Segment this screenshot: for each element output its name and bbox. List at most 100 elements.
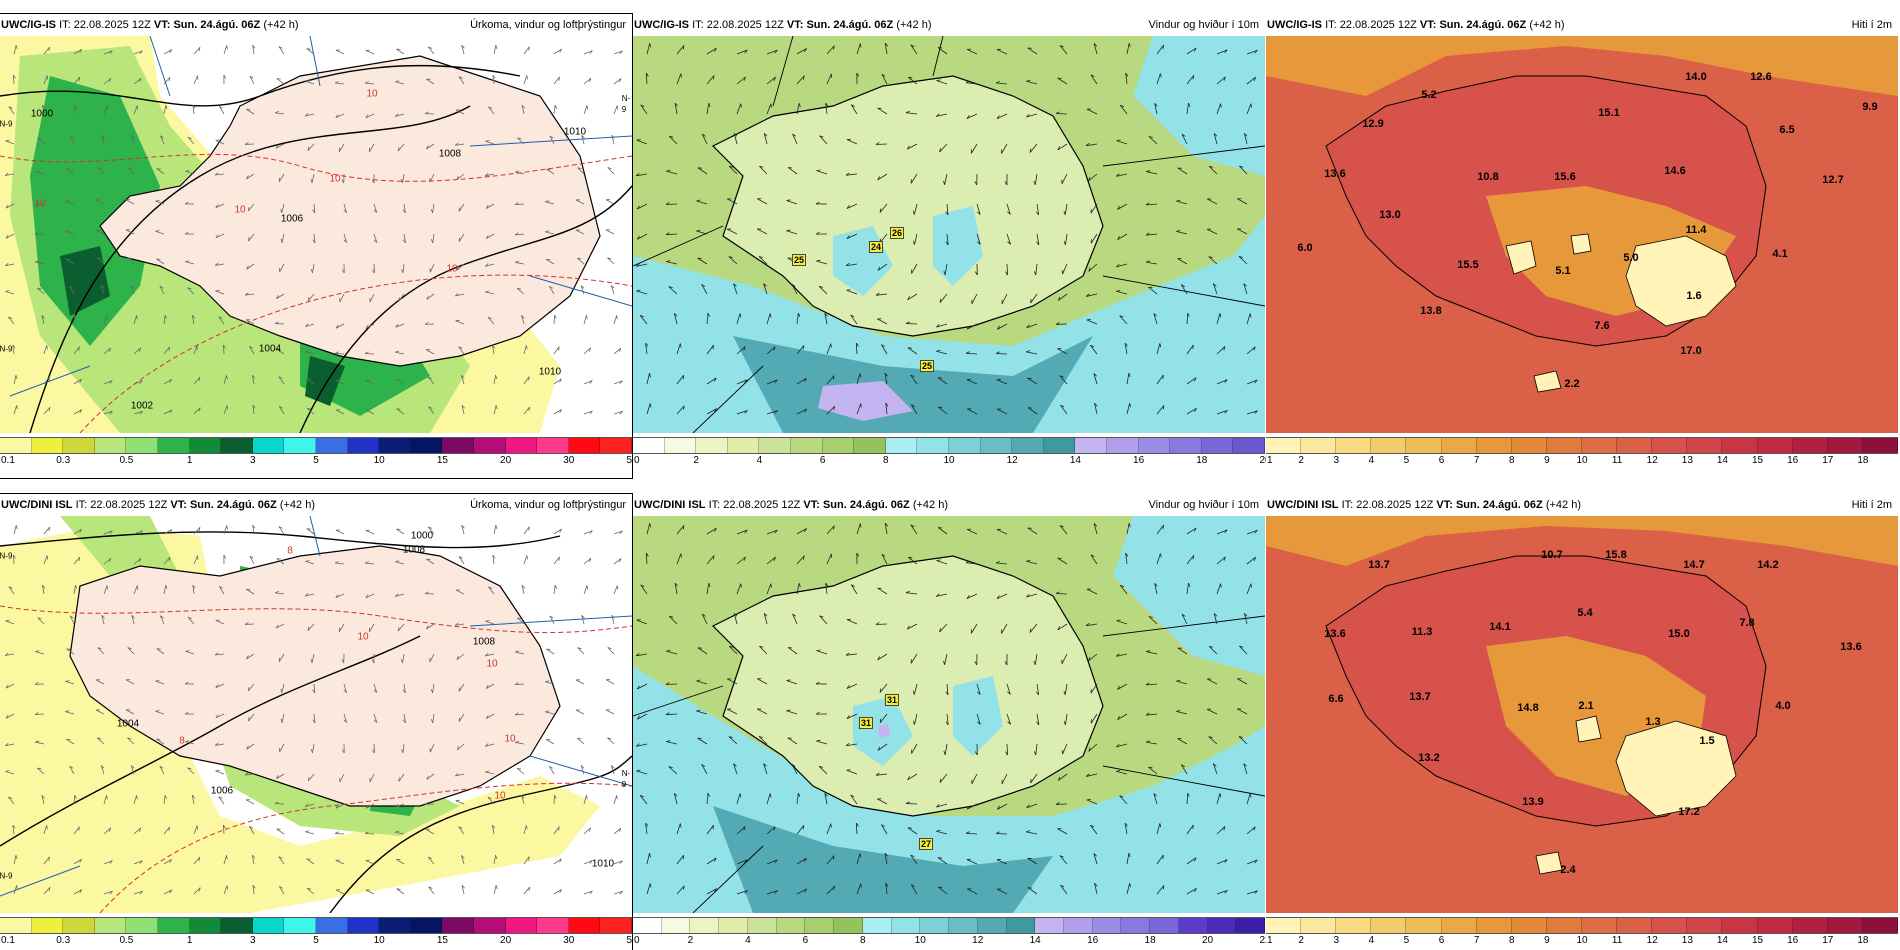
wind-barb [163, 795, 166, 805]
temp-map[interactable] [1266, 36, 1898, 433]
wind-barb [43, 75, 48, 85]
wind-arrow [1216, 103, 1222, 115]
wind-barb-tick [191, 314, 196, 319]
wind-arrow [910, 44, 918, 55]
wind-barb [307, 143, 315, 151]
temp-map[interactable] [1266, 516, 1898, 913]
colorbar-tick-label: 1 [186, 455, 193, 466]
wind-map[interactable] [633, 516, 1265, 913]
wind-barb-tick [79, 49, 82, 53]
wind-barb-tick [517, 137, 522, 140]
wind-arrow [1206, 708, 1218, 715]
wind-arrow [1212, 283, 1218, 295]
wind-barb [545, 711, 555, 715]
wind-barb [73, 378, 82, 385]
wind-arrow [763, 283, 768, 295]
wind-arrow [636, 173, 648, 177]
precip-map[interactable] [0, 36, 632, 433]
precip-map[interactable] [0, 516, 632, 913]
wind-barb [43, 856, 50, 865]
wind-barb [215, 139, 225, 145]
wind-barb-tick [492, 554, 496, 559]
wind-arrow-head [744, 890, 748, 894]
wind-barb-tick [139, 50, 143, 55]
wind-arrow-head [943, 750, 946, 755]
wind-barb-tick [426, 295, 429, 300]
wind-arrow [733, 133, 738, 145]
wind-barb [402, 173, 405, 183]
wind-arrow [1246, 859, 1258, 865]
wind-arrow [763, 133, 768, 145]
pressure-label: 1008 [472, 636, 496, 648]
wind-barb-tick [13, 554, 16, 559]
wind-arrow-head [1148, 136, 1153, 138]
wind-barb-tick [191, 794, 196, 799]
wind-arrow [1156, 854, 1164, 865]
wind-barb [426, 293, 435, 300]
wind-barb-tick [521, 795, 525, 799]
wind-arrow-head [645, 822, 649, 827]
wind-arrow [1148, 766, 1158, 775]
wind-arrow-head [759, 165, 764, 168]
wind-arrow-head [743, 76, 746, 81]
pressure-label: 1000 [30, 108, 54, 120]
wind-arrow-head [788, 647, 793, 649]
wind-arrow-head [884, 372, 888, 377]
wind-barb [187, 137, 195, 145]
wind-arrow-head [683, 885, 685, 890]
wind-arrow-head [881, 553, 886, 557]
colorbar-tick-label: 18 [1857, 935, 1869, 946]
temp-label: 5.1 [1555, 265, 1571, 277]
wind-arrow [846, 713, 858, 720]
wind-arrow-head [797, 312, 801, 317]
wind-arrow-head [816, 169, 821, 171]
wind-arrow [1186, 377, 1197, 385]
wind-arrow-head [712, 555, 715, 560]
wind-barb [395, 113, 405, 117]
wind-arrow-head [791, 763, 796, 767]
wind-barb [275, 623, 285, 629]
wind-barb [516, 768, 525, 775]
wind-barb-tick [485, 235, 489, 239]
wind-barb-tick [78, 77, 81, 82]
wind-barb-tick [280, 208, 283, 213]
wind-barb-tick [428, 886, 433, 889]
wind-barb [458, 203, 465, 212]
wind-arrow-head [1187, 312, 1190, 317]
wind-barb-tick [373, 689, 378, 693]
wind-arrow [997, 323, 1008, 330]
wind-arrow-head [1125, 552, 1129, 557]
side-label: N-9 [0, 551, 13, 561]
wind-barb [69, 765, 75, 775]
wind-barb [69, 135, 75, 145]
wind-barb [8, 316, 15, 325]
wind-arrow [1090, 554, 1098, 565]
wind-arrow-head [938, 886, 943, 889]
wind-arrow-head [743, 826, 746, 831]
wind-arrow-head [884, 522, 889, 527]
wind-arrow [786, 680, 798, 685]
wind-barb-tick [184, 681, 189, 685]
wind-barb-tick [343, 719, 347, 723]
wind-barb-tick [185, 740, 190, 743]
wind-arrow-head [851, 584, 855, 587]
colorbar-swatch [1075, 438, 1107, 453]
wind-barb-tick [214, 652, 219, 656]
colorbar-tick-label: 50 [626, 455, 638, 466]
wind-arrow-head [1148, 616, 1153, 618]
wind-barb-tick [312, 689, 316, 694]
wind-arrow-head [1176, 709, 1181, 712]
wind-arrow [1030, 773, 1038, 784]
wind-arrow-head [1154, 582, 1158, 587]
wind-arrow-head [1146, 260, 1151, 263]
wind-barb [515, 233, 525, 236]
meridian [9, 36, 632, 397]
wind-map[interactable] [633, 36, 1265, 433]
wind-arrow-head [1088, 177, 1091, 182]
pressure-label: 1000 [410, 530, 434, 542]
wind-arrow [881, 74, 888, 85]
wind-barb [215, 683, 225, 689]
wind-arrow-head [977, 721, 981, 725]
wind-arrow [668, 286, 678, 295]
wind-arrow-head [708, 583, 711, 588]
